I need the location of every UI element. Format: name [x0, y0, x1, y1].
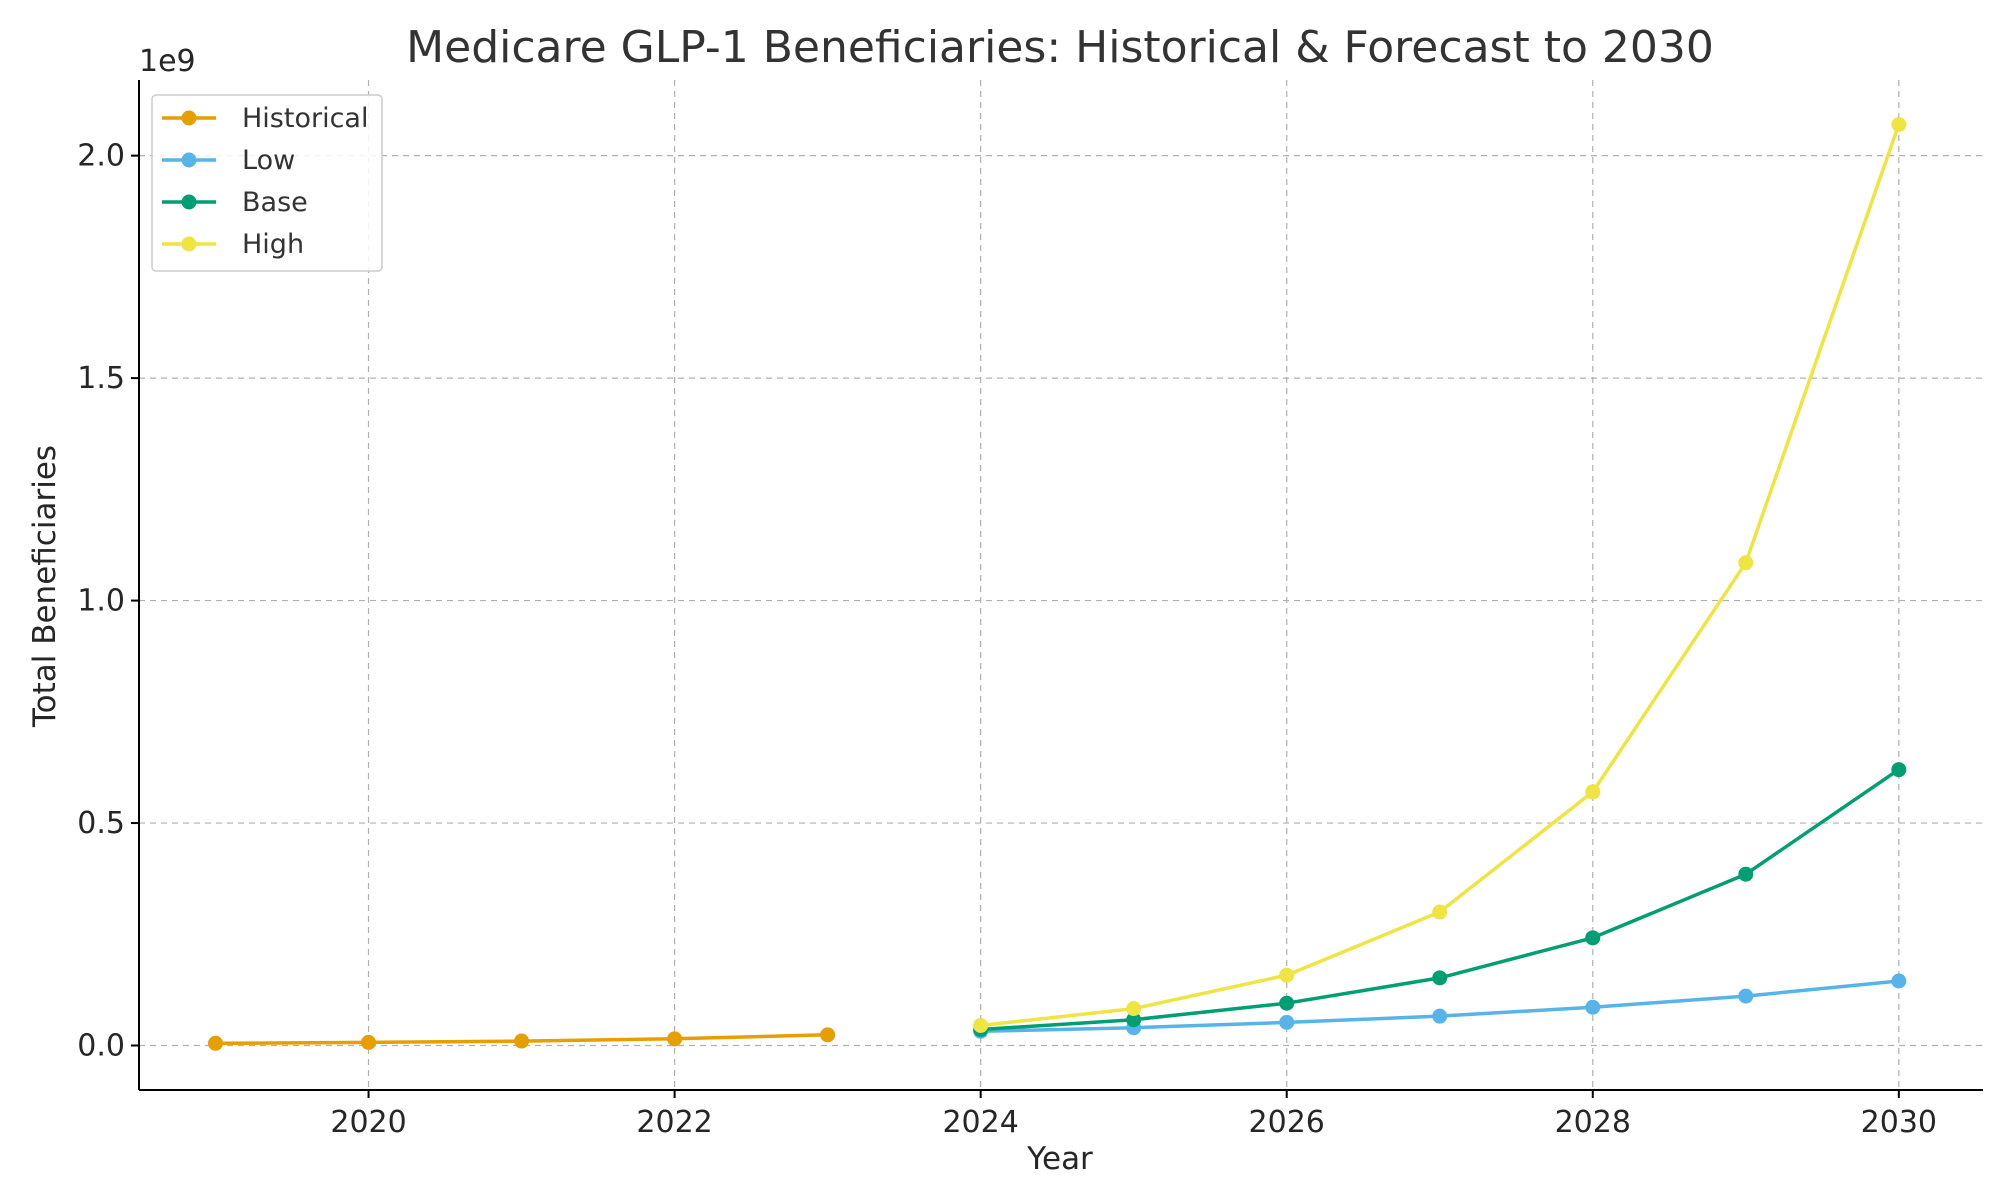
- legend-items: Historical Low Base High: [162, 103, 368, 260]
- data-point-base: [1126, 1012, 1142, 1028]
- data-point-historical: [361, 1034, 377, 1050]
- legend-item-base: Base: [162, 187, 308, 218]
- data-point-historical: [667, 1031, 683, 1047]
- data-point-high: [1738, 555, 1754, 571]
- grid: [139, 80, 1983, 1090]
- series-line-high: [980, 123, 1901, 1028]
- x-ticks: 2020 2022 2024 2026 2028 2030: [330, 1090, 1937, 1140]
- data-point-base: [1432, 970, 1448, 986]
- legend-marker: [181, 152, 197, 168]
- x-tick-label: 2024: [942, 1105, 1018, 1140]
- series-line-low: [980, 979, 1899, 1034]
- legend-marker: [181, 236, 197, 252]
- y-ticks: 0.0 0.5 1.0 1.5 2.0: [77, 139, 139, 1064]
- legend-marker: [181, 194, 197, 210]
- data-point-historical: [820, 1027, 836, 1043]
- data-point-historical: [514, 1033, 530, 1049]
- series-low: [973, 973, 1907, 1039]
- legend-label: Historical: [242, 103, 368, 134]
- data-point-low: [1891, 973, 1907, 989]
- data-point-base: [1279, 995, 1295, 1011]
- legend-item-historical: Historical: [162, 103, 368, 134]
- legend-marker: [181, 110, 197, 126]
- data-point-low: [1585, 999, 1601, 1015]
- data-point-base: [1738, 866, 1754, 882]
- y-tick-label: 1.0: [77, 584, 125, 619]
- data-point-high: [1891, 116, 1907, 132]
- x-tick-label: 2026: [1249, 1105, 1325, 1140]
- legend-box: [151, 94, 383, 272]
- x-tick-label: 2030: [1861, 1105, 1937, 1140]
- y-axis-offset-label: 1e9: [139, 44, 196, 79]
- series-line-base: [980, 768, 1900, 1032]
- axes: [138, 80, 1983, 1091]
- data-point-base: [1891, 762, 1907, 778]
- y-tick-label: 0.5: [77, 806, 125, 841]
- y-axis-title: Total Beneficiaries: [27, 445, 63, 728]
- series-high: [973, 116, 1907, 1033]
- data-point-high: [1279, 967, 1295, 983]
- series-layer: [208, 116, 1907, 1051]
- legend-label: Low: [242, 145, 295, 176]
- series-historical: [208, 1027, 836, 1051]
- x-tick-label: 2020: [330, 1105, 406, 1140]
- legend-item-high: High: [162, 229, 304, 260]
- legend: Historical Low Base High: [151, 94, 383, 272]
- data-point-high: [973, 1017, 989, 1033]
- data-point-high: [1432, 904, 1448, 920]
- legend-label: Base: [242, 187, 308, 218]
- chart-title: Medicare GLP-1 Beneficiaries: Historical…: [406, 22, 1714, 73]
- x-axis-title: Year: [1026, 1141, 1093, 1177]
- data-point-high: [1585, 784, 1601, 800]
- x-tick-label: 2022: [636, 1105, 712, 1140]
- y-tick-label: 0.0: [77, 1029, 125, 1064]
- y-tick-label: 1.5: [77, 361, 125, 396]
- data-point-low: [1738, 988, 1754, 1004]
- legend-item-low: Low: [162, 145, 295, 176]
- y-tick-label: 2.0: [77, 139, 125, 174]
- data-point-low: [1432, 1008, 1448, 1024]
- series-base: [973, 762, 1907, 1037]
- data-point-low: [1279, 1014, 1295, 1030]
- data-point-base: [1585, 930, 1601, 946]
- legend-label: High: [242, 229, 304, 260]
- data-point-high: [1126, 1001, 1142, 1017]
- x-tick-label: 2028: [1555, 1105, 1631, 1140]
- data-point-historical: [208, 1035, 224, 1051]
